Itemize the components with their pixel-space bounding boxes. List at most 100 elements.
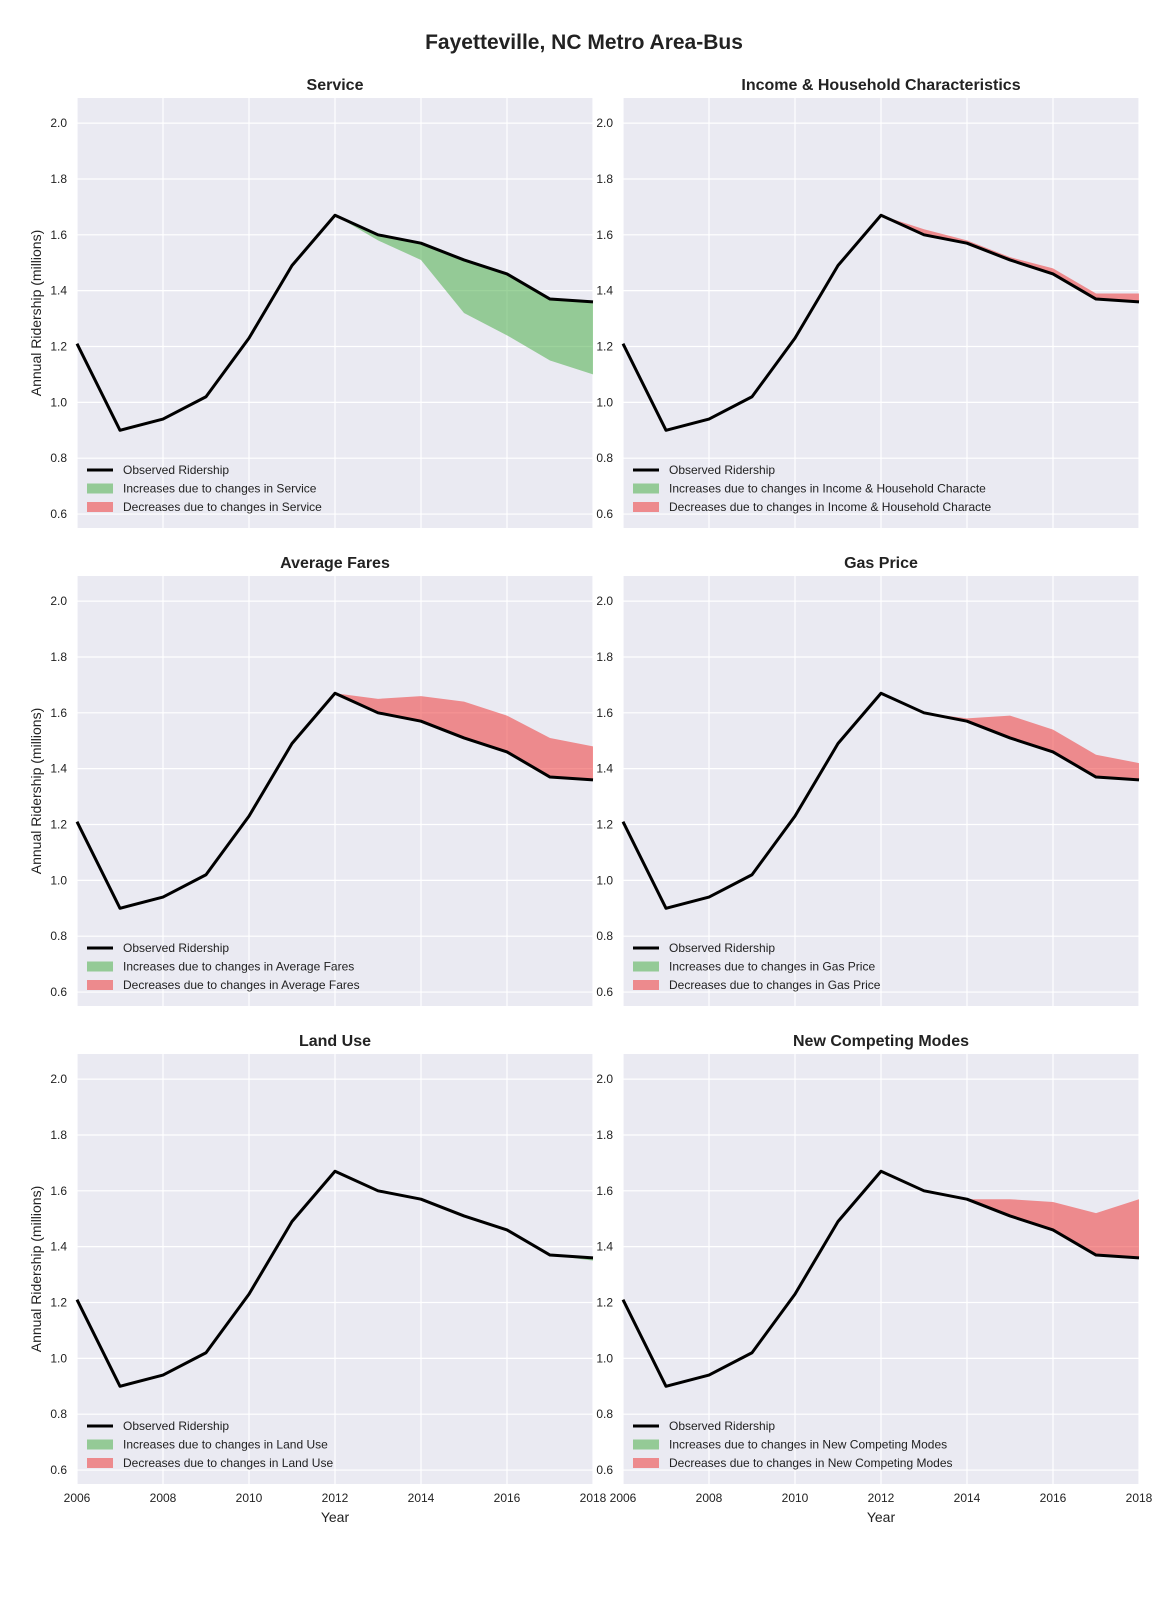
legend-swatch-decrease (633, 980, 659, 990)
y-tick-label: 1.6 (50, 228, 67, 242)
x-tick-label: 2018 (580, 1491, 607, 1505)
y-tick-label: 0.8 (596, 451, 613, 465)
observed-ridership-line (621, 213, 1140, 432)
legend-label: Decreases due to changes in Income & Hou… (669, 500, 992, 514)
legend-label: Observed Ridership (123, 463, 229, 477)
y-tick-label: 0.6 (50, 985, 67, 999)
x-tick-label: 2008 (150, 1491, 177, 1505)
y-tick-label: 1.0 (596, 873, 613, 887)
legend-swatch-decrease (87, 980, 113, 990)
y-tick-label: 0.6 (596, 985, 613, 999)
x-tick-label: 2010 (236, 1491, 263, 1505)
y-tick-label: 2.0 (596, 116, 613, 130)
panel-title: Average Fares (280, 555, 390, 572)
legend: Observed Ridership Increases due to chang… (87, 463, 322, 514)
x-tick-label: 2014 (408, 1491, 435, 1505)
y-tick-label: 1.4 (50, 762, 67, 776)
y-tick-label: 1.6 (596, 706, 613, 720)
legend-swatch-increase (633, 1439, 659, 1450)
y-tick-label: 0.6 (596, 1463, 613, 1477)
y-axis-label: Annual Ridership (millions) (28, 1186, 44, 1353)
legend-swatch-increase (87, 483, 113, 494)
x-tick-label: 2006 (64, 1491, 91, 1505)
y-tick-label: 1.4 (596, 284, 613, 298)
legend-label: Observed Ridership (123, 1419, 229, 1433)
x-tick-label: 2016 (494, 1491, 521, 1505)
chart-panel-3: 0.6 0.8 1.0 1.2 1.4 1.6 1.8 2.0 Annual Ridership… (28, 555, 594, 1006)
legend-label: Increases due to changes in Service (123, 482, 317, 496)
y-tick-label: 1.6 (596, 1184, 613, 1198)
legend-swatch-increase (633, 961, 659, 972)
y-tick-label: 1.0 (596, 1351, 613, 1365)
y-axis-label: Annual Ridership (millions) (28, 708, 44, 875)
chart-panel-4: 0.6 0.8 1.0 1.2 1.4 1.6 1.8 2.0 Gas Price Observe… (596, 555, 1140, 1006)
y-tick-label: 1.4 (50, 284, 67, 298)
y-tick-label: 1.8 (50, 1128, 67, 1142)
legend-label: Observed Ridership (669, 941, 775, 955)
y-tick-label: 1.4 (596, 762, 613, 776)
legend-swatch-increase (87, 961, 113, 972)
legend-label: Decreases due to changes in Land Use (123, 1456, 333, 1470)
y-tick-label: 0.8 (50, 1407, 67, 1421)
legend-label: Observed Ridership (669, 1419, 775, 1433)
legend: Observed Ridership Increases due to chang… (633, 941, 881, 992)
x-tick-label: 2012 (868, 1491, 895, 1505)
y-tick-label: 1.0 (50, 873, 67, 887)
observed-ridership-line (621, 1169, 1140, 1388)
x-tick-label: 2014 (954, 1491, 981, 1505)
x-axis-label: Year (321, 1509, 350, 1525)
y-tick-label: 1.8 (596, 650, 613, 664)
legend-label: Increases due to changes in Income & Hou… (669, 482, 986, 496)
x-axis-label: Year (867, 1509, 896, 1525)
y-tick-label: 1.2 (50, 340, 67, 354)
observed-ridership-line (621, 691, 1140, 910)
y-tick-label: 1.2 (596, 1296, 613, 1310)
y-tick-label: 2.0 (50, 1072, 67, 1086)
y-tick-label: 0.6 (50, 507, 67, 521)
y-tick-label: 1.4 (596, 1240, 613, 1254)
legend-label: Observed Ridership (669, 463, 775, 477)
legend-label: Decreases due to changes in Gas Price (669, 978, 881, 992)
figure-title: Fayetteville, NC Metro Area-Bus (425, 31, 743, 54)
y-tick-label: 1.2 (596, 340, 613, 354)
increase-band (335, 215, 593, 375)
y-tick-label: 1.0 (596, 395, 613, 409)
legend-swatch-decrease (87, 1458, 113, 1468)
x-tick-label: 2010 (782, 1491, 809, 1505)
x-tick-label: 2016 (1040, 1491, 1067, 1505)
y-tick-label: 0.8 (50, 929, 67, 943)
chart-panel-6: 0.6 0.8 1.0 1.2 1.4 1.6 1.8 2.0 2006 2008 2010 2012… (596, 1033, 1152, 1525)
legend-label: Increases due to changes in Average Fare… (123, 960, 354, 974)
y-tick-label: 2.0 (50, 116, 67, 130)
legend-label: Decreases due to changes in Average Fare… (123, 978, 360, 992)
x-tick-label: 2012 (322, 1491, 349, 1505)
x-tick-label: 2008 (696, 1491, 723, 1505)
legend-label: Increases due to changes in Gas Price (669, 960, 875, 974)
x-tick-label: 2006 (610, 1491, 637, 1505)
y-tick-label: 1.0 (50, 395, 67, 409)
y-tick-label: 0.8 (596, 1407, 613, 1421)
x-tick-label: 2018 (1126, 1491, 1153, 1505)
panel-title: Service (307, 77, 364, 94)
legend-label: Increases due to changes in Land Use (123, 1438, 328, 1452)
panel-title: New Competing Modes (793, 1033, 969, 1050)
legend-swatch-decrease (633, 502, 659, 512)
observed-ridership-line (75, 213, 594, 432)
legend-swatch-decrease (633, 1458, 659, 1468)
observed-ridership-line (75, 1169, 594, 1388)
y-tick-label: 1.2 (50, 1296, 67, 1310)
y-axis-label: Annual Ridership (millions) (28, 230, 44, 397)
legend: Observed Ridership Increases due to chang… (87, 941, 360, 992)
y-tick-label: 1.6 (50, 706, 67, 720)
y-tick-label: 1.6 (50, 1184, 67, 1198)
y-tick-label: 1.8 (50, 172, 67, 186)
y-tick-label: 0.8 (50, 451, 67, 465)
chart-panel-5: 0.6 0.8 1.0 1.2 1.4 1.6 1.8 2.0 2006 2008 2010 2012… (28, 1033, 607, 1525)
y-tick-label: 0.6 (50, 1463, 67, 1477)
y-tick-label: 1.8 (596, 1128, 613, 1142)
legend-label: Observed Ridership (123, 941, 229, 955)
legend-swatch-increase (633, 483, 659, 494)
y-tick-label: 2.0 (596, 1072, 613, 1086)
y-tick-label: 1.4 (50, 1240, 67, 1254)
